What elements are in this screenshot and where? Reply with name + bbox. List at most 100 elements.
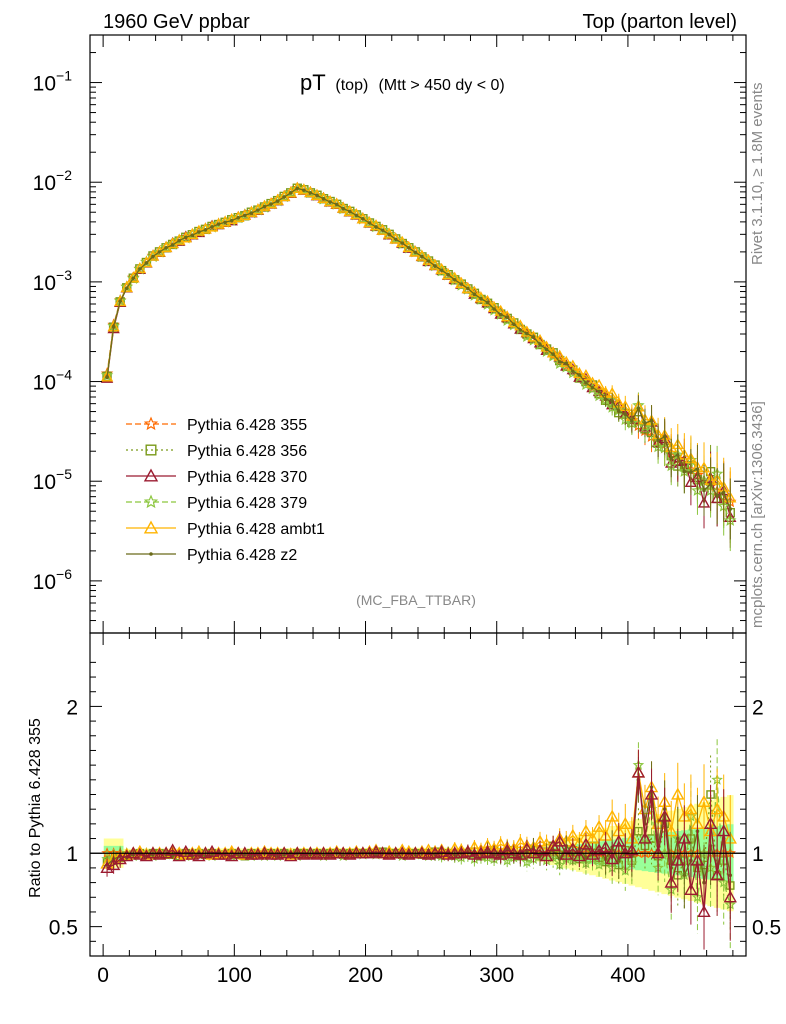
ratio-point-s370	[697, 905, 711, 918]
ratio-frame	[89, 632, 747, 957]
ratio-point-z2	[682, 873, 687, 878]
legend-entry-s370: Pythia 6.428 370	[126, 468, 307, 486]
series-line-s370	[106, 187, 731, 518]
legend-label-z2: Pythia 6.428 z2	[187, 547, 297, 564]
point-z2	[203, 227, 208, 232]
point-z2	[505, 315, 510, 319]
ytick-label-mantissa: 10	[33, 172, 56, 195]
point-z2	[557, 360, 562, 364]
point-z2	[249, 211, 254, 215]
ratio-point-s370	[572, 849, 587, 862]
ratio-point-s370	[211, 847, 226, 860]
point-z2	[472, 292, 477, 297]
legend-label-s355: Pythia 6.428 355	[187, 417, 307, 434]
ytick-label-mantissa: 10	[33, 272, 56, 295]
ratio-point-s370	[369, 844, 383, 857]
ratio-point-s370	[717, 824, 731, 837]
point-z2	[446, 272, 450, 277]
point-ambt1	[560, 355, 573, 367]
header-left: 1960 GeV ppbar	[103, 11, 250, 33]
ratio-point-s370	[461, 844, 475, 857]
ratio-point-s370	[671, 853, 685, 866]
ytick-label: 10−5	[33, 466, 73, 494]
ratio-point-s370	[264, 847, 278, 860]
point-z2	[170, 243, 175, 247]
series-z2	[105, 186, 733, 540]
ratio-point-s370	[677, 831, 692, 844]
point-z2	[229, 218, 234, 223]
legend-marker-s356	[145, 444, 157, 456]
point-z2	[479, 296, 483, 301]
ytick-label: 10−6	[33, 566, 73, 594]
ytick-label-mantissa: 10	[33, 372, 56, 395]
point-z2	[282, 195, 286, 199]
point-z2	[380, 228, 385, 233]
ratio-ytick-label: 1	[66, 843, 78, 866]
plot-title-sub: (top)	[335, 77, 368, 94]
point-z2	[459, 282, 464, 286]
point-z2	[288, 191, 293, 195]
plot-title: pT (top) (Mtt > 450 dy < 0)	[300, 70, 505, 95]
point-z2	[433, 264, 437, 268]
ratio-point-s379	[717, 876, 730, 888]
point-ambt1	[441, 268, 455, 280]
point-ambt1	[133, 262, 147, 274]
ytick-label-exp: −5	[56, 466, 72, 482]
ratio-point-s370	[579, 837, 593, 850]
ratio-point-ambt1	[618, 816, 632, 829]
xtick-label: 0	[97, 964, 109, 987]
ytick-label-mantissa: 10	[33, 73, 56, 96]
point-z2	[525, 331, 529, 336]
ytick-label: 10−3	[33, 267, 73, 295]
point-ambt1	[120, 280, 133, 293]
ratio-point-s370	[559, 847, 573, 860]
point-z2	[190, 233, 195, 238]
mcplots-label: mcplots.cern.ch [arXiv:1306.3436]	[749, 401, 766, 628]
point-ambt1	[376, 223, 389, 235]
point-ambt1	[100, 370, 114, 382]
main-frame	[89, 34, 747, 634]
point-z2	[197, 230, 201, 234]
ratio-point-s370	[185, 847, 200, 860]
point-z2	[308, 191, 313, 195]
plot-title-cut: (Mtt > 450 dy < 0)	[378, 77, 504, 94]
point-z2	[426, 259, 431, 263]
point-z2	[597, 389, 601, 394]
ratio-point-s370	[480, 844, 495, 857]
point-z2	[551, 352, 555, 356]
legend: Pythia 6.428 355 Pythia 6.428 356 Pythia 6…	[126, 416, 325, 564]
point-z2	[144, 261, 149, 265]
main-plot-series	[100, 181, 737, 552]
point-ambt1	[409, 245, 422, 257]
point-z2	[216, 222, 221, 226]
point-z2	[367, 221, 372, 225]
point-z2	[138, 267, 142, 271]
ratio-point-s370	[638, 831, 652, 844]
point-z2	[485, 300, 490, 305]
legend-label-s379: Pythia 6.428 379	[187, 495, 307, 512]
point-z2	[151, 254, 155, 259]
point-z2	[564, 361, 569, 366]
ratio-point-ambt1	[671, 787, 685, 800]
ytick-label-exp: −6	[56, 566, 72, 582]
point-ambt1	[592, 378, 606, 390]
point-s379	[133, 262, 147, 275]
ytick-label-exp: −1	[56, 68, 72, 84]
point-ambt1	[291, 181, 304, 193]
point-z2	[236, 215, 241, 220]
ratio-point-s370	[625, 843, 639, 856]
plot-title-main: pT	[300, 70, 325, 95]
point-z2	[210, 225, 214, 229]
ratio-ytick-label-right: 1	[752, 843, 764, 866]
ratio-point-s370	[631, 765, 646, 778]
xtick-label: 400	[610, 964, 645, 987]
legend-entry-s356: Pythia 6.428 356	[126, 443, 307, 460]
legend-entry-ambt1: Pythia 6.428 ambt1	[126, 520, 325, 538]
point-z2	[164, 246, 168, 250]
point-z2	[275, 199, 280, 203]
ytick-label-exp: −4	[56, 367, 72, 383]
ratio-point-s370	[106, 858, 121, 871]
point-ambt1	[573, 366, 586, 379]
ytick-label: 10−1	[33, 68, 73, 96]
